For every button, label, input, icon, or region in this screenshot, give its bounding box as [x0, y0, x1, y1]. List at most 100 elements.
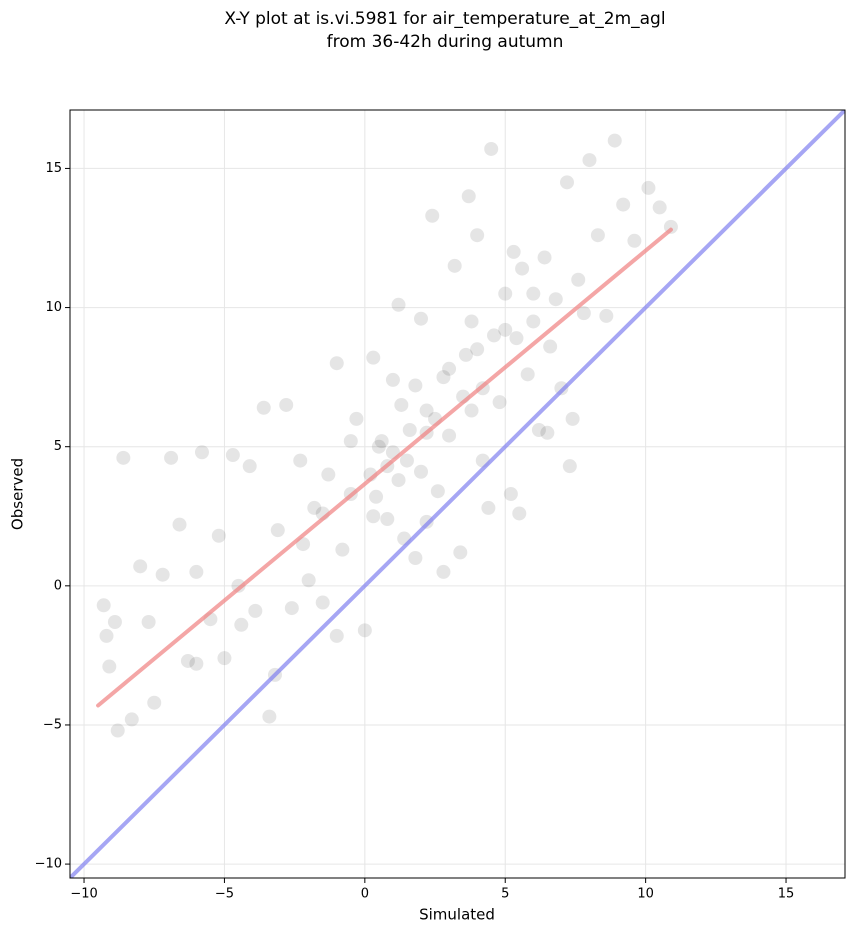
point — [436, 564, 451, 579]
point — [425, 208, 440, 223]
point — [408, 551, 423, 565]
x-tick-label: −10 — [70, 887, 97, 902]
point — [590, 228, 605, 243]
point — [321, 467, 336, 482]
point — [576, 306, 591, 321]
point — [374, 434, 389, 449]
point — [385, 372, 400, 387]
point — [548, 292, 563, 307]
point — [284, 601, 299, 616]
fit-line — [96, 227, 673, 708]
x-tick-label: 0 — [361, 887, 369, 902]
point — [124, 712, 139, 727]
point — [329, 628, 344, 643]
plot-frame — [69, 109, 846, 879]
point — [371, 439, 386, 454]
point — [242, 459, 257, 474]
point — [369, 489, 384, 504]
point — [509, 331, 524, 346]
y-tick-label: 15 — [45, 161, 62, 176]
point — [391, 297, 406, 312]
point — [96, 598, 111, 613]
point — [506, 244, 521, 259]
point — [481, 500, 496, 515]
point — [380, 512, 395, 527]
point — [110, 723, 125, 738]
point — [464, 314, 479, 329]
point — [99, 628, 114, 643]
point — [560, 175, 575, 190]
point — [413, 464, 428, 479]
identity-line — [70, 110, 845, 878]
point — [335, 542, 350, 557]
point — [652, 200, 667, 215]
point — [520, 367, 535, 382]
point — [582, 153, 597, 168]
point — [458, 347, 473, 362]
point — [464, 403, 479, 418]
point — [366, 509, 381, 524]
point — [155, 567, 170, 582]
point — [413, 311, 428, 326]
point — [225, 448, 240, 463]
point — [116, 450, 131, 465]
point — [442, 361, 457, 376]
point — [461, 189, 476, 204]
point — [279, 397, 294, 412]
point — [133, 559, 148, 574]
point — [515, 261, 530, 276]
point — [315, 595, 330, 610]
x-tick-label: −5 — [215, 887, 234, 902]
point — [391, 473, 406, 488]
point — [293, 453, 308, 468]
point — [107, 615, 122, 629]
point — [408, 378, 423, 393]
point — [217, 651, 232, 666]
point — [565, 411, 580, 426]
point — [571, 272, 586, 287]
point — [484, 141, 499, 156]
point — [164, 450, 179, 465]
point — [641, 180, 656, 195]
point — [447, 258, 462, 273]
point — [543, 339, 558, 354]
point — [627, 233, 642, 248]
point — [436, 370, 451, 385]
point — [102, 659, 117, 674]
y-tick-label: −10 — [35, 857, 62, 872]
point — [180, 653, 195, 668]
point — [329, 356, 344, 371]
y-axis-label: Observed — [9, 458, 27, 530]
point — [189, 564, 204, 579]
point — [526, 314, 541, 329]
point — [349, 411, 364, 426]
point — [357, 623, 372, 638]
point — [442, 428, 457, 443]
point — [531, 423, 546, 437]
point — [430, 484, 445, 499]
point — [211, 528, 226, 543]
point — [470, 342, 485, 357]
point — [503, 487, 518, 501]
point — [189, 656, 204, 671]
point — [537, 250, 552, 265]
point — [562, 459, 577, 474]
point — [512, 506, 527, 521]
point — [270, 523, 285, 538]
point — [399, 453, 414, 468]
point — [453, 545, 468, 560]
point — [526, 286, 541, 301]
point — [141, 615, 156, 629]
point — [262, 709, 277, 724]
point — [419, 403, 434, 418]
point — [599, 308, 614, 323]
point — [147, 695, 162, 710]
point — [394, 397, 409, 412]
point — [301, 573, 316, 588]
point — [470, 228, 485, 243]
point — [540, 425, 555, 440]
x-tick-label: 10 — [637, 887, 654, 902]
point — [616, 197, 631, 212]
point — [307, 500, 322, 515]
